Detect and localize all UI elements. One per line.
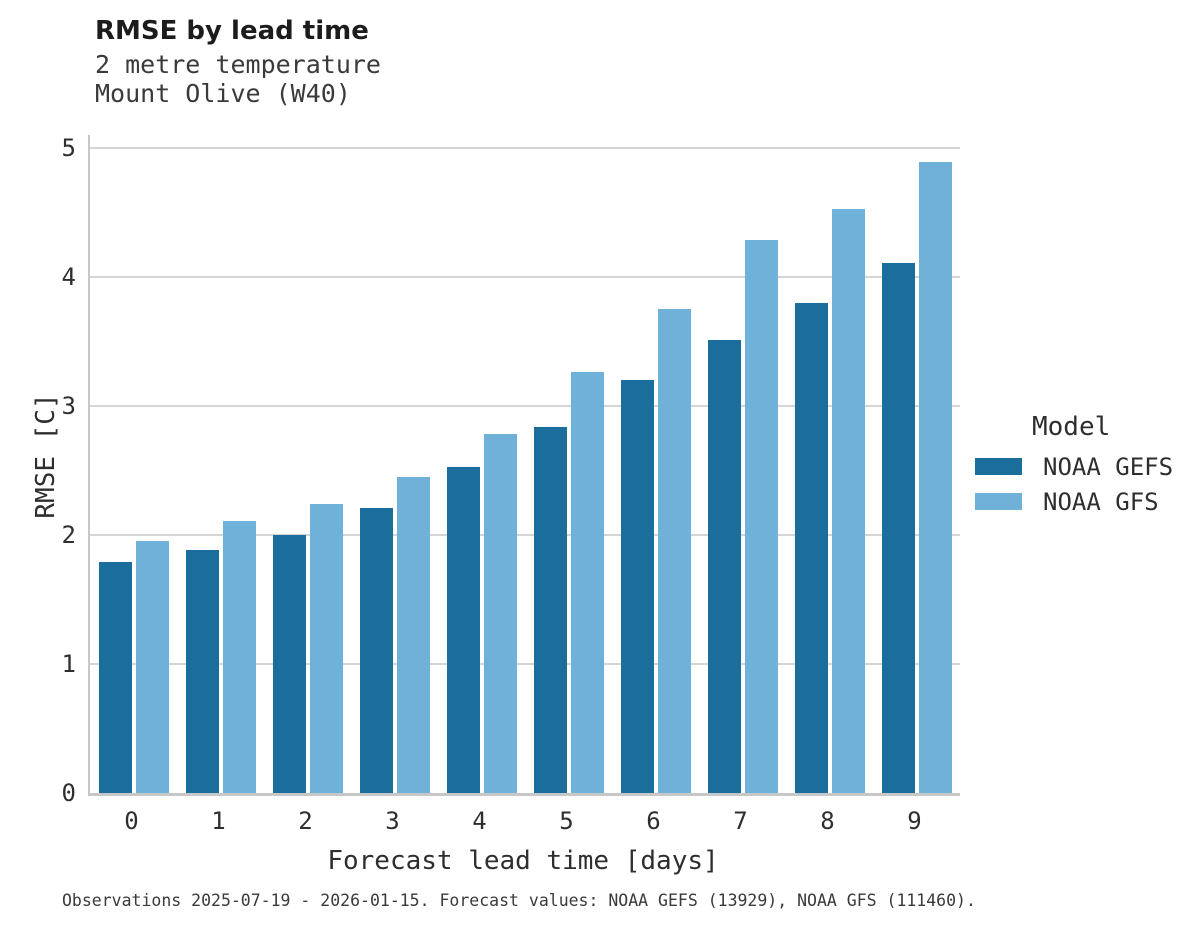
bar-group-lead-6: [612, 135, 699, 793]
bar-noaa-gfs-lead-4: [483, 434, 517, 793]
bar-noaa-gfs-lead-7: [744, 239, 778, 793]
chart-subtitle-variable: 2 metre temperature: [95, 50, 381, 79]
bar-noaa-gefs-lead-8: [794, 302, 828, 793]
bar-noaa-gfs-lead-2: [309, 504, 343, 793]
bar-noaa-gefs-lead-7: [707, 340, 741, 793]
bar-group-lead-3: [351, 135, 438, 793]
y-axis-tick-labels: 0 1 2 3 4 5: [0, 133, 76, 807]
y-tick-label-3: 3: [61, 391, 76, 420]
bar-noaa-gfs-lead-1: [222, 520, 256, 793]
y-tick-label-4: 4: [61, 262, 76, 291]
plot-area: [88, 135, 960, 796]
legend-entry-noaa-gfs: NOAA GFS: [975, 487, 1173, 516]
bar-noaa-gefs-lead-2: [272, 534, 306, 793]
legend-swatch-noaa-gefs-icon: [975, 458, 1022, 475]
bar-noaa-gfs-lead-6: [657, 309, 691, 793]
bar-noaa-gfs-lead-9: [918, 162, 952, 793]
legend-entry-noaa-gefs: NOAA GEFS: [975, 452, 1174, 481]
legend: Model NOAA GEFS NOAA GFS: [975, 412, 1174, 516]
bar-noaa-gfs-lead-0: [135, 541, 169, 793]
bar-noaa-gefs-lead-1: [185, 550, 219, 793]
bar-noaa-gefs-lead-3: [359, 507, 393, 793]
legend-title: Model: [1032, 412, 1111, 442]
x-tick-label-9: 9: [907, 807, 922, 835]
footer-caption: Observations 2025-07-19 - 2026-01-15. Fo…: [62, 891, 976, 910]
bar-noaa-gefs-lead-0: [98, 562, 132, 793]
bar-group-lead-0: [90, 135, 177, 793]
x-axis-title: Forecast lead time [days]: [327, 846, 719, 876]
bar-noaa-gfs-lead-5: [570, 372, 604, 793]
y-tick-label-1: 1: [61, 649, 76, 678]
y-tick-label-2: 2: [61, 520, 76, 549]
bar-group-lead-2: [264, 135, 351, 793]
bar-group-lead-8: [786, 135, 873, 793]
legend-label-noaa-gfs: NOAA GFS: [1043, 487, 1159, 516]
bar-group-lead-7: [699, 135, 786, 793]
gridline-y-3: [90, 404, 960, 407]
bar-noaa-gefs-lead-9: [881, 262, 915, 793]
bar-group-lead-1: [177, 135, 264, 793]
x-tick-label-5: 5: [559, 807, 574, 835]
x-tick-label-2: 2: [298, 807, 313, 835]
bar-group-lead-9: [873, 135, 960, 793]
y-tick-label-0: 0: [61, 779, 76, 807]
chart-title: RMSE by lead time: [95, 16, 369, 46]
gridline-y-5: [90, 146, 960, 149]
x-axis-tick-labels: 0 1 2 3 4 5 6 7 8 9: [88, 806, 958, 840]
gridline-y-2: [90, 533, 960, 536]
x-tick-label-8: 8: [820, 807, 835, 835]
chart-subtitle-station: Mount Olive (W40): [95, 79, 351, 108]
bar-noaa-gfs-lead-3: [396, 476, 430, 793]
x-tick-label-3: 3: [385, 807, 400, 835]
y-tick-label-5: 5: [61, 133, 76, 162]
bar-noaa-gefs-lead-4: [446, 466, 480, 793]
x-tick-label-0: 0: [124, 807, 139, 835]
legend-swatch-noaa-gfs-icon: [975, 493, 1022, 510]
legend-label-noaa-gefs: NOAA GEFS: [1043, 452, 1174, 481]
bar-group-lead-5: [525, 135, 612, 793]
gridline-y-1: [90, 662, 960, 665]
gridline-y-4: [90, 275, 960, 278]
x-tick-label-6: 6: [646, 807, 661, 835]
x-tick-label-4: 4: [472, 807, 487, 835]
bar-noaa-gefs-lead-5: [533, 426, 567, 793]
bar-noaa-gfs-lead-8: [831, 208, 865, 793]
bar-noaa-gefs-lead-6: [620, 380, 654, 793]
bar-group-lead-4: [438, 135, 525, 793]
x-tick-label-1: 1: [211, 807, 226, 835]
x-tick-label-7: 7: [733, 807, 748, 835]
